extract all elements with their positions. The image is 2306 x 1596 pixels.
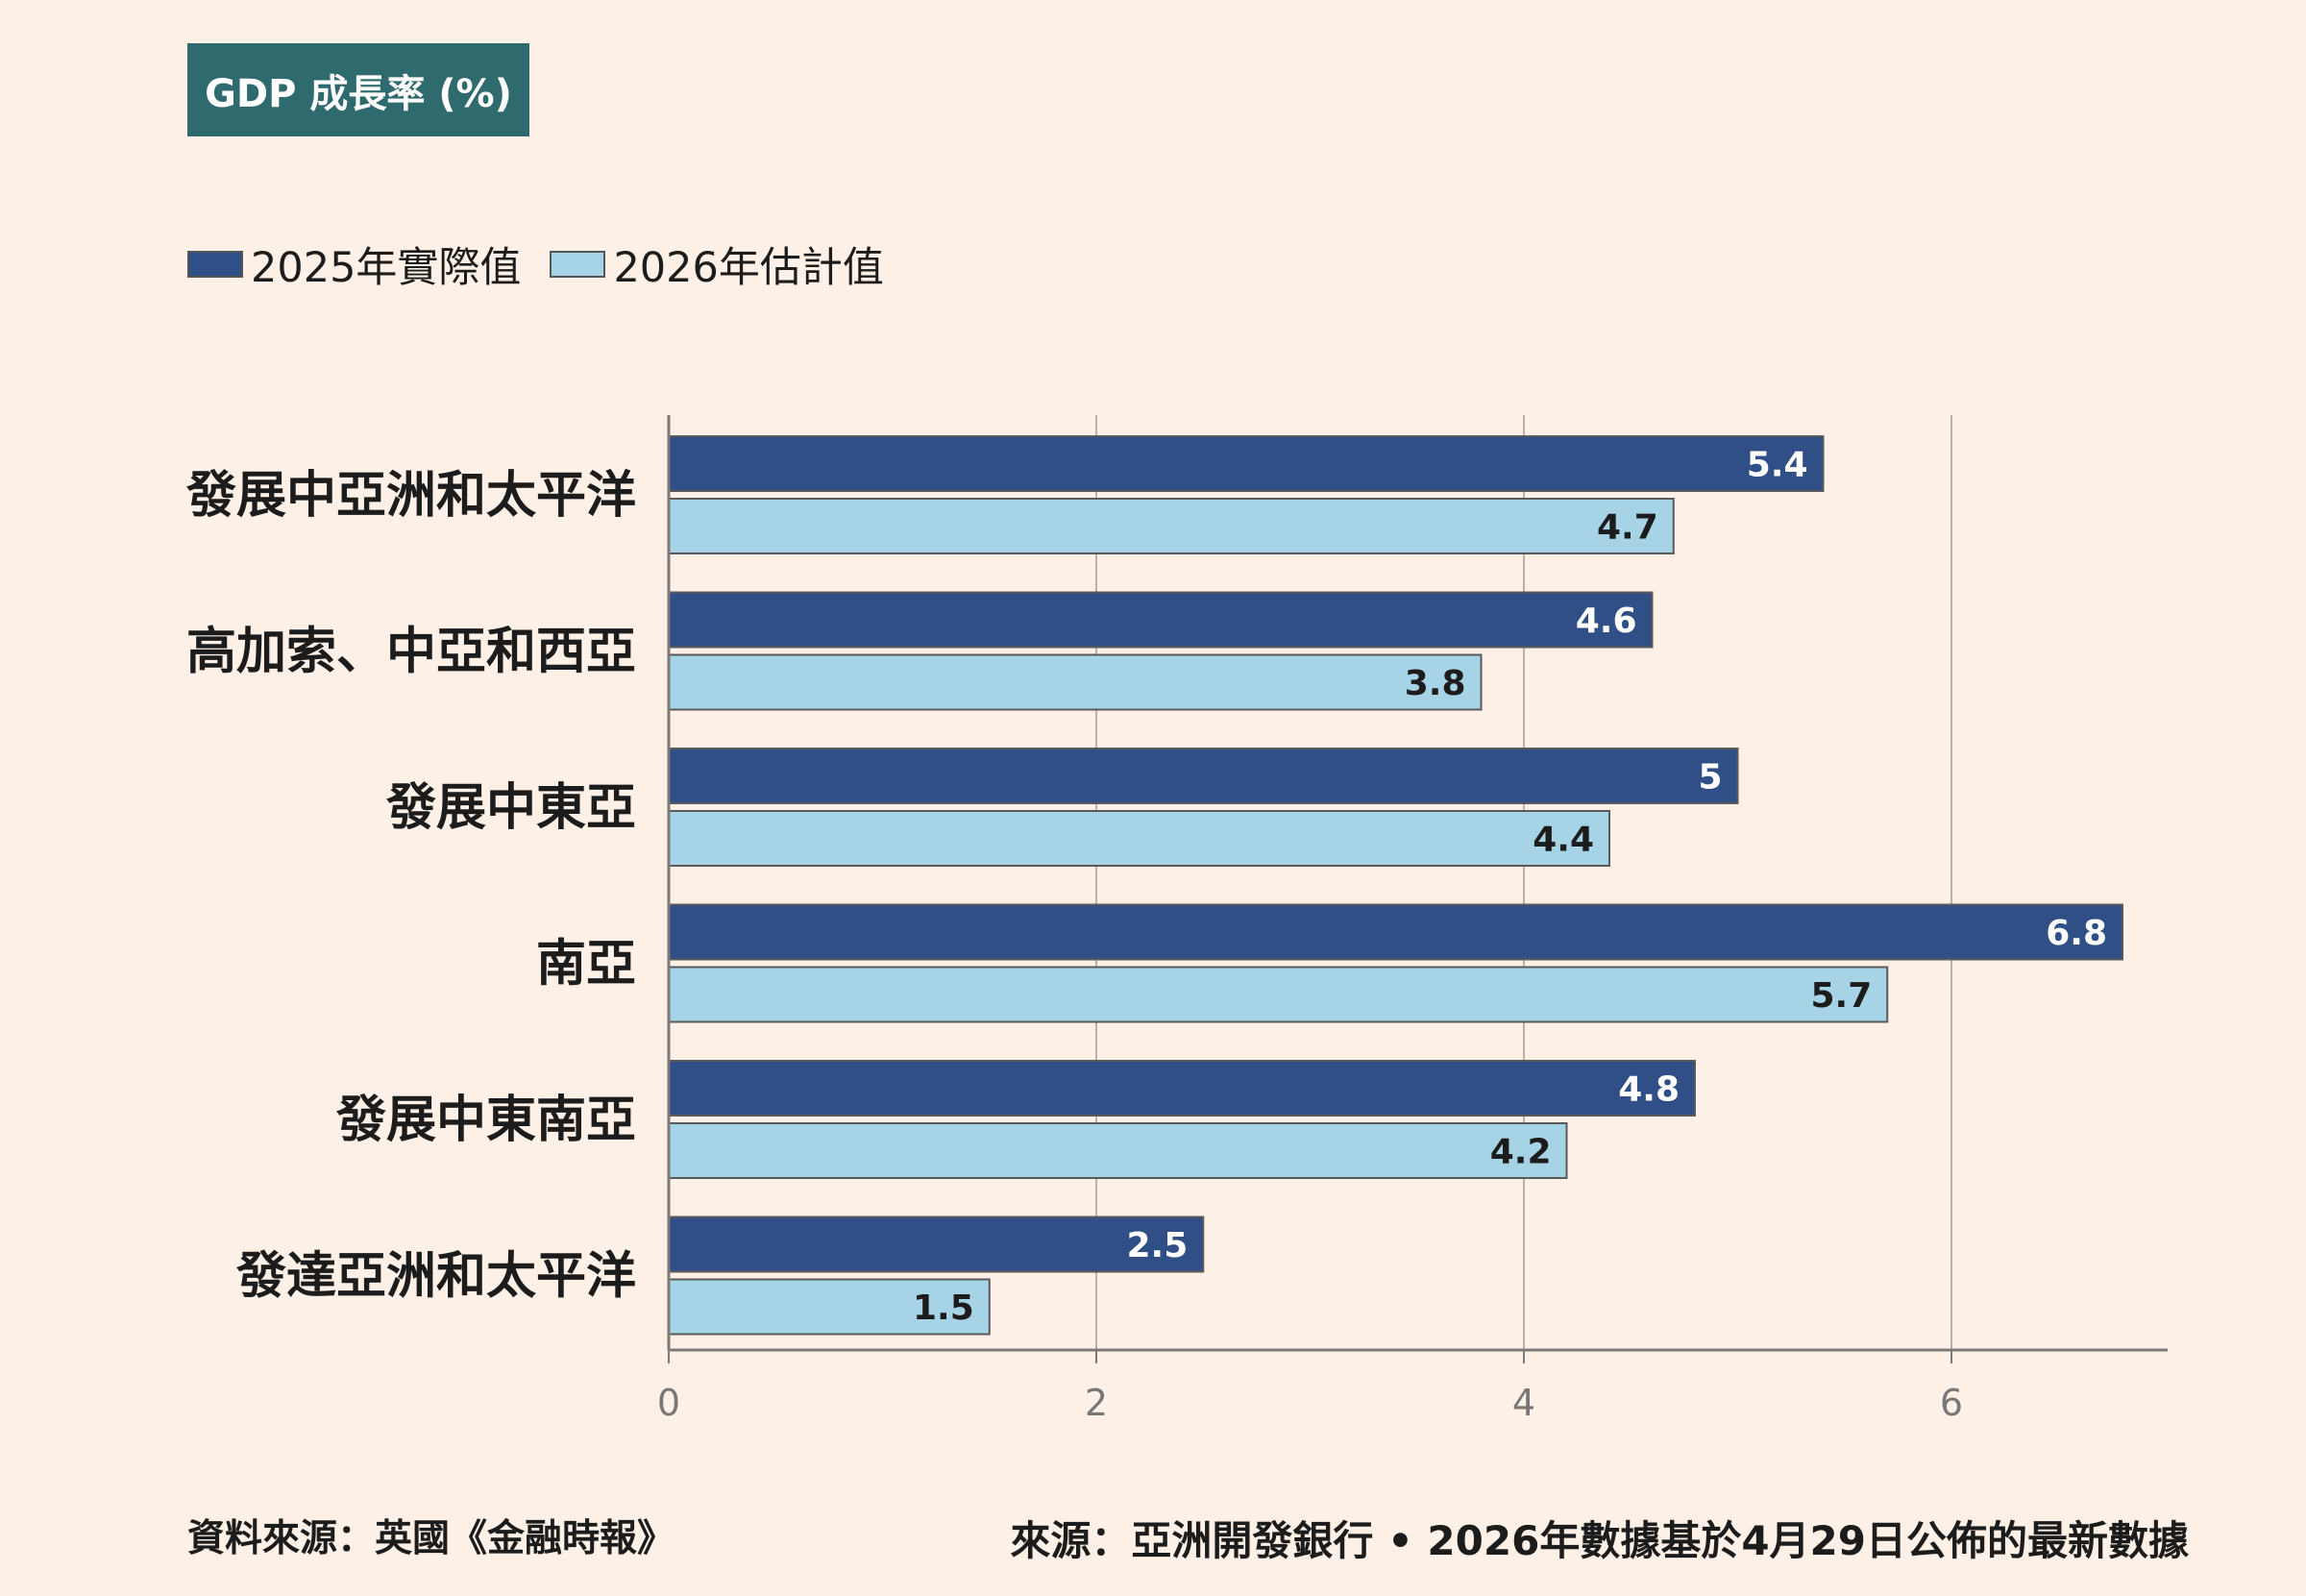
data-label-2025-3: 6.8: [2046, 914, 2107, 953]
legend-swatch-2026: [550, 251, 606, 278]
legend-item-2025: 2025年實際值: [187, 234, 521, 294]
category-label-2: 發展中東亞: [385, 779, 636, 837]
bar-2026-1: [668, 653, 1483, 711]
data-label-2025-2: 5: [1698, 758, 1722, 798]
data-label-2026-4: 4.2: [1490, 1133, 1552, 1172]
bar-2026-2: [668, 810, 1610, 867]
category-label-3: 南亞: [536, 936, 636, 994]
data-label-2026-5: 1.5: [913, 1289, 974, 1328]
bar-2026-4: [668, 1122, 1568, 1179]
data-label-2026-0: 4.7: [1597, 508, 1658, 548]
bar-2026-0: [668, 498, 1675, 554]
legend: 2025年實際值 2026年估計值: [187, 235, 913, 293]
category-label-0: 發展中亞洲和太平洋: [185, 467, 636, 525]
x-tick-label-6: 6: [1940, 1382, 1963, 1424]
bar-2025-5: [668, 1215, 1205, 1273]
category-label-4: 發展中東南亞: [335, 1092, 636, 1149]
legend-label-2025: 2025年實際值: [251, 244, 522, 292]
category-label-5: 發達亞洲和太平洋: [235, 1248, 636, 1306]
chart-title: GDP 成長率 (%): [187, 43, 529, 136]
bar-2025-4: [668, 1060, 1696, 1117]
bar-2025-0: [668, 435, 1825, 492]
x-tick-label-0: 0: [657, 1382, 680, 1424]
bar-2026-5: [668, 1278, 991, 1336]
footer-source-left: 資料來源：英國《金融時報》: [187, 1517, 675, 1560]
data-label-2025-4: 4.8: [1618, 1070, 1680, 1110]
data-label-2026-3: 5.7: [1810, 976, 1872, 1016]
footer-source-right: 來源：亞洲開發銀行 • 2026年數據基於4月29日公佈的最新數據: [1010, 1517, 2189, 1564]
bar-2025-2: [668, 748, 1739, 804]
legend-item-2026: 2026年估計值: [550, 234, 884, 294]
data-label-2026-1: 3.8: [1405, 664, 1466, 703]
data-label-2025-1: 4.6: [1576, 602, 1637, 641]
bar-2025-1: [668, 591, 1654, 649]
x-tick-label-2: 2: [1085, 1382, 1108, 1424]
data-label-2025-0: 5.4: [1747, 446, 1808, 485]
legend-label-2026: 2026年估計值: [613, 244, 884, 292]
bar-2026-3: [668, 966, 1889, 1023]
data-label-2026-2: 4.4: [1533, 821, 1594, 860]
legend-swatch-2025: [187, 251, 243, 278]
data-label-2025-5: 2.5: [1126, 1226, 1188, 1265]
x-tick-label-4: 4: [1512, 1382, 1535, 1424]
bar-2025-3: [668, 903, 2123, 961]
category-label-1: 高加索、中亞和西亞: [186, 624, 636, 681]
